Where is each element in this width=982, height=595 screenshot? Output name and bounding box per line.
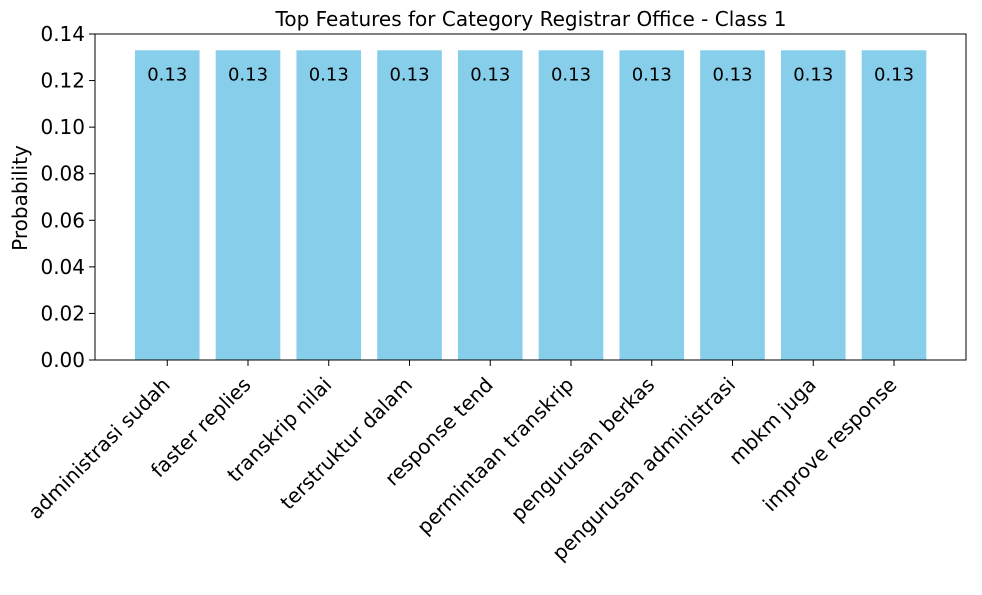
x-tick-label: terstruktur dalam	[275, 373, 417, 515]
bar	[861, 50, 927, 361]
data-label: 0.13	[389, 64, 429, 85]
bar	[780, 50, 846, 361]
bar	[700, 50, 765, 361]
chart-title: Top Features for Category Registrar Offi…	[275, 7, 787, 31]
y-tick-label: 0.14	[40, 22, 85, 46]
y-tick-label: 0.12	[40, 69, 85, 93]
data-label: 0.13	[228, 64, 268, 85]
y-axis-label: Probability	[8, 145, 32, 251]
y-tick-label: 0.00	[40, 348, 85, 372]
data-label: 0.13	[147, 64, 187, 85]
data-label: 0.13	[712, 64, 752, 85]
bar	[215, 50, 281, 361]
plot-frame	[94, 33, 967, 361]
bar	[538, 50, 604, 361]
y-tick-label: 0.04	[40, 255, 85, 279]
data-label: 0.13	[551, 64, 591, 85]
bar	[296, 50, 362, 361]
bar	[619, 50, 685, 361]
bar	[457, 50, 523, 361]
data-label: 0.13	[632, 64, 672, 85]
x-tick-label: permintaan transkrip	[412, 373, 578, 539]
y-tick-label: 0.02	[40, 301, 85, 325]
data-label: 0.13	[874, 64, 914, 85]
data-label: 0.13	[309, 64, 349, 85]
y-tick-label: 0.06	[40, 208, 85, 232]
x-tick-label: improve response	[758, 373, 902, 517]
x-tick-label: pengurusan berkas	[506, 373, 659, 526]
bar	[134, 50, 200, 361]
plot-area: 0.13 0.13 0.13 0.13 0.13 0.13 0.13 0.13 0.13 0.13…	[23, 22, 967, 565]
x-tick-label: administrasi sudah	[23, 373, 174, 524]
y-tick-label: 0.10	[40, 115, 85, 139]
y-tick-label: 0.08	[40, 162, 85, 186]
data-label: 0.13	[470, 64, 510, 85]
bar	[377, 50, 442, 361]
data-label: 0.13	[793, 64, 833, 85]
